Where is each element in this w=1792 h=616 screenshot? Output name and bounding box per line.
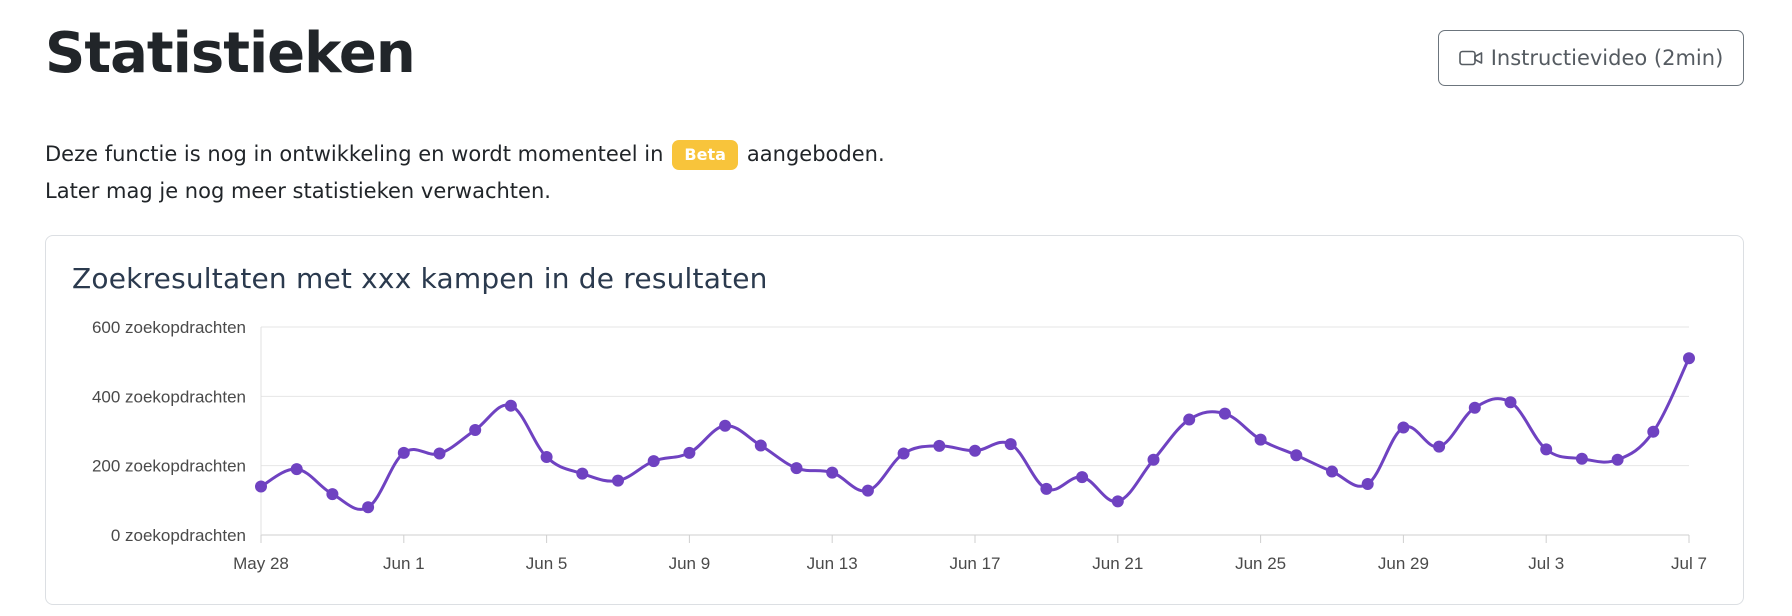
x-tick-label: Jul 7 [1671, 554, 1707, 573]
data-point [1218, 407, 1231, 420]
x-tick-label: Jun 9 [669, 554, 711, 573]
intro-line-1: Deze functie is nog in ontwikkeling en w… [45, 136, 885, 173]
data-point [826, 466, 839, 479]
intro-line-2: Later mag je nog meer statistieken verwa… [45, 179, 551, 203]
data-point [1254, 433, 1267, 446]
data-point [1147, 453, 1160, 466]
chart-card: 0 zoekopdrachten 200 zoekopdrachten 400 zo… [45, 235, 1744, 605]
instruction-video-label: Instructievideo (2min) [1490, 46, 1724, 70]
data-point [1076, 471, 1089, 484]
data-point [1575, 452, 1588, 465]
x-tick-label: Jun 5 [526, 554, 568, 573]
data-point [1433, 440, 1446, 453]
y-tick-label: 200 zoekopdrachten [92, 457, 246, 476]
data-point [1683, 352, 1695, 365]
x-tick-label: Jul 3 [1528, 554, 1564, 573]
data-point [1111, 495, 1124, 508]
chart-title: Zoekresultaten met xxx kampen in de resu… [72, 262, 768, 295]
data-point [1290, 449, 1303, 462]
x-tick-label: May 28 [233, 554, 289, 573]
intro-line-1-after: aangeboden. [746, 142, 885, 166]
data-point [1504, 396, 1517, 409]
data-point [647, 455, 660, 468]
data-point [1183, 413, 1196, 426]
data-point [290, 463, 303, 476]
x-tick-label: Jun 29 [1378, 554, 1429, 573]
data-point [255, 480, 267, 493]
data-point [612, 474, 624, 487]
data-point [683, 446, 696, 459]
data-point [897, 447, 910, 460]
data-point [326, 488, 339, 501]
data-point [1647, 425, 1660, 438]
data-point [969, 444, 981, 457]
data-point [397, 446, 410, 459]
x-tick-label: Jun 1 [383, 554, 425, 573]
data-point [861, 484, 874, 497]
data-point [576, 467, 589, 480]
data-point [1397, 421, 1410, 434]
data-point [433, 447, 446, 460]
instruction-video-button[interactable]: Instructievideo (2min) [1438, 30, 1744, 86]
data-point [719, 419, 732, 432]
data-point [790, 462, 803, 475]
line-chart: 0 zoekopdrachten 200 zoekopdrachten 400 zo… [92, 318, 1707, 573]
data-point [754, 439, 767, 452]
x-tick-label: Jun 17 [949, 554, 1000, 573]
intro-text: Deze functie is nog in ontwikkeling en w… [45, 136, 885, 210]
intro-line-1-before: Deze functie is nog in ontwikkeling en w… [45, 142, 664, 166]
data-point [1611, 453, 1624, 466]
x-tick-label: Jun 25 [1235, 554, 1286, 573]
y-tick-label: 400 zoekopdrachten [92, 387, 246, 406]
data-point [1361, 478, 1374, 491]
y-tick-label: 600 zoekopdrachten [92, 318, 246, 337]
beta-badge: Beta [672, 139, 738, 170]
data-point [1540, 443, 1553, 456]
data-point [469, 423, 482, 436]
data-point [1040, 482, 1053, 495]
data-point [504, 399, 517, 412]
data-point [362, 501, 375, 514]
data-point [1004, 438, 1017, 451]
x-tick-label: Jun 13 [807, 554, 858, 573]
page-title: Statistieken [45, 21, 416, 86]
data-point [540, 451, 553, 463]
data-point [1468, 401, 1481, 414]
x-tick-label: Jun 21 [1092, 554, 1143, 573]
y-tick-label: 0 zoekopdrachten [111, 526, 246, 545]
video-camera-icon [1458, 50, 1483, 66]
data-point [933, 439, 946, 452]
data-point [1326, 465, 1338, 478]
